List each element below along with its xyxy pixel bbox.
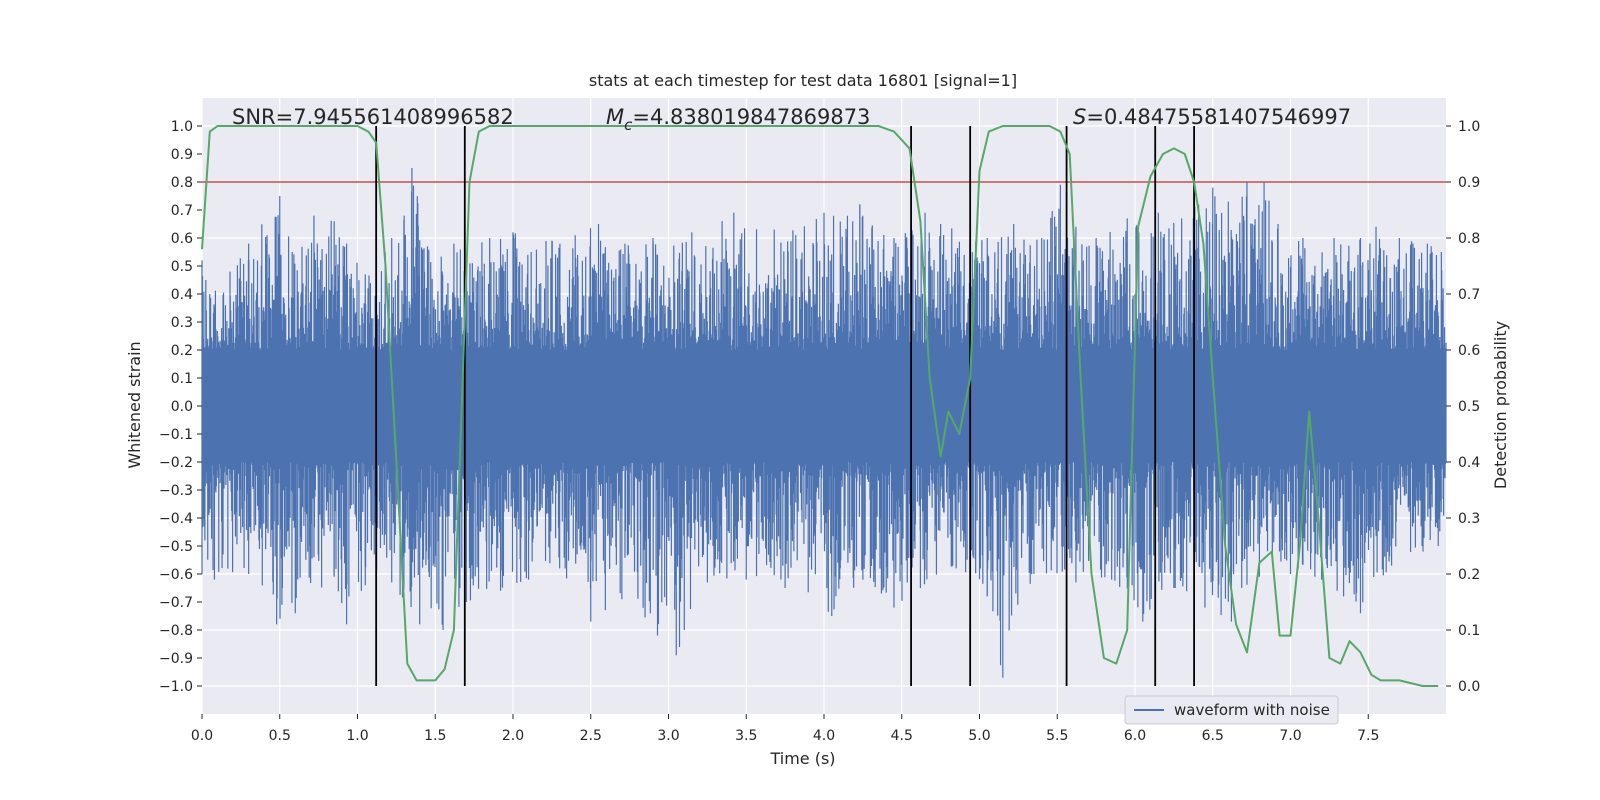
y2-tick-label: 0.7 [1458,287,1480,303]
y-tick-label: 0.7 [171,203,193,219]
legend-label: waveform with noise [1174,701,1330,719]
y-tick-label: 0.4 [171,287,193,303]
x-tick-label: 1.5 [424,728,446,744]
x-tick-label: 0.0 [191,728,213,744]
y-tick-label: 0.1 [171,371,193,387]
waveform-series [201,168,1447,678]
y-tick-label: 1.0 [171,119,193,135]
y-tick-label: −0.8 [159,623,193,639]
vertical-markers [375,126,1195,686]
y-tick-label: −0.9 [159,651,193,667]
x-tick-label: 5.5 [1046,728,1068,744]
chirp-mass-value: =4.838019847869873 [632,105,870,129]
s-value: =0.48475581407546997 [1086,105,1351,129]
x-tick-label: 6.0 [1124,728,1146,744]
y-tick-label: 0.2 [171,343,193,359]
y-tick-label: −0.2 [159,455,193,471]
chart-title: stats at each timestep for test data 168… [589,71,1017,90]
y-axis-label: Whitened strain [125,341,144,468]
y2-tick-label: 0.0 [1458,679,1480,695]
x-tick-label: 7.5 [1357,728,1379,744]
y-tick-label: 0.5 [171,259,193,275]
y2-tick-label: 0.2 [1458,567,1480,583]
y2-axis-label: Detection probability [1491,321,1510,489]
x-tick-label: 0.5 [269,728,291,744]
y2-tick-label: 0.4 [1458,455,1480,471]
y2-tick-label: 0.1 [1458,623,1480,639]
y-tick-label: −0.7 [159,595,193,611]
y-tick-label: −0.4 [159,511,193,527]
y2-tick-label: 0.5 [1458,399,1480,415]
x-tick-label: 3.0 [657,728,679,744]
y-tick-label: 0.8 [171,175,193,191]
x-tick-label: 3.5 [735,728,757,744]
y-tick-label: −0.1 [159,427,193,443]
y2-tick-label: 0.3 [1458,511,1480,527]
y2-tick-label: 0.6 [1458,343,1480,359]
legend-box [1124,695,1339,725]
s-symbol: S [1073,105,1086,129]
y-tick-label: 0.0 [171,399,193,415]
y-tick-label: 0.6 [171,231,193,247]
x-tick-label: 5.0 [968,728,990,744]
y2-tick-label: 1.0 [1458,119,1480,135]
y-tick-label: −0.6 [159,567,193,583]
snr-annotation: SNR=7.945561408996582 [232,105,514,129]
chirp-mass-subscript: c [624,116,633,134]
x-tick-label: 2.0 [502,728,524,744]
x-axis-label: Time (s) [769,749,835,768]
y-tick-label: −1.0 [159,679,193,695]
x-tick-label: 4.5 [891,728,913,744]
x-tick-label: 7.0 [1279,728,1301,744]
y-tick-label: −0.5 [159,539,193,555]
s-annotation: S=0.48475581407546997 [1073,105,1351,129]
x-tick-label: 2.5 [580,728,602,744]
y-tick-label: 0.9 [171,147,193,163]
y2-tick-label: 0.9 [1458,175,1480,191]
y2-tick-label: 0.8 [1458,231,1480,247]
x-tick-label: 6.5 [1202,728,1224,744]
x-tick-label: 1.0 [346,728,368,744]
y-tick-label: 0.3 [171,315,193,331]
detection-probability-line [201,125,1439,687]
detection-probability-series [201,125,1439,687]
y-tick-label: −0.3 [159,483,193,499]
legend: waveform with noise [1124,695,1339,725]
chirp-mass-symbol: M [606,105,624,129]
chirp-mass-annotation: Mc=4.838019847869873 [606,105,870,134]
waveform-with-noise-line [201,168,1447,678]
x-tick-label: 4.0 [813,728,835,744]
axes: 0.0 0.5 1.0 1.5 2.0 2.5 3.0 3.5 4.0 4.5 5.0 5.5 6.0 6… [159,119,1480,744]
